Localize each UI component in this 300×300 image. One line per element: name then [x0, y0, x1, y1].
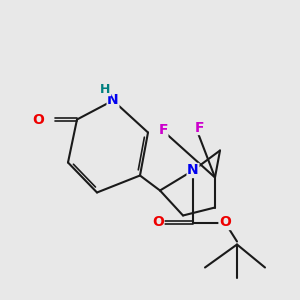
Text: O: O [152, 215, 164, 230]
Text: H: H [100, 82, 111, 96]
Text: N: N [107, 94, 119, 107]
Text: F: F [195, 121, 205, 134]
Text: F: F [158, 124, 168, 137]
Text: N: N [187, 164, 199, 178]
Text: O: O [219, 215, 231, 230]
Text: O: O [32, 112, 44, 127]
